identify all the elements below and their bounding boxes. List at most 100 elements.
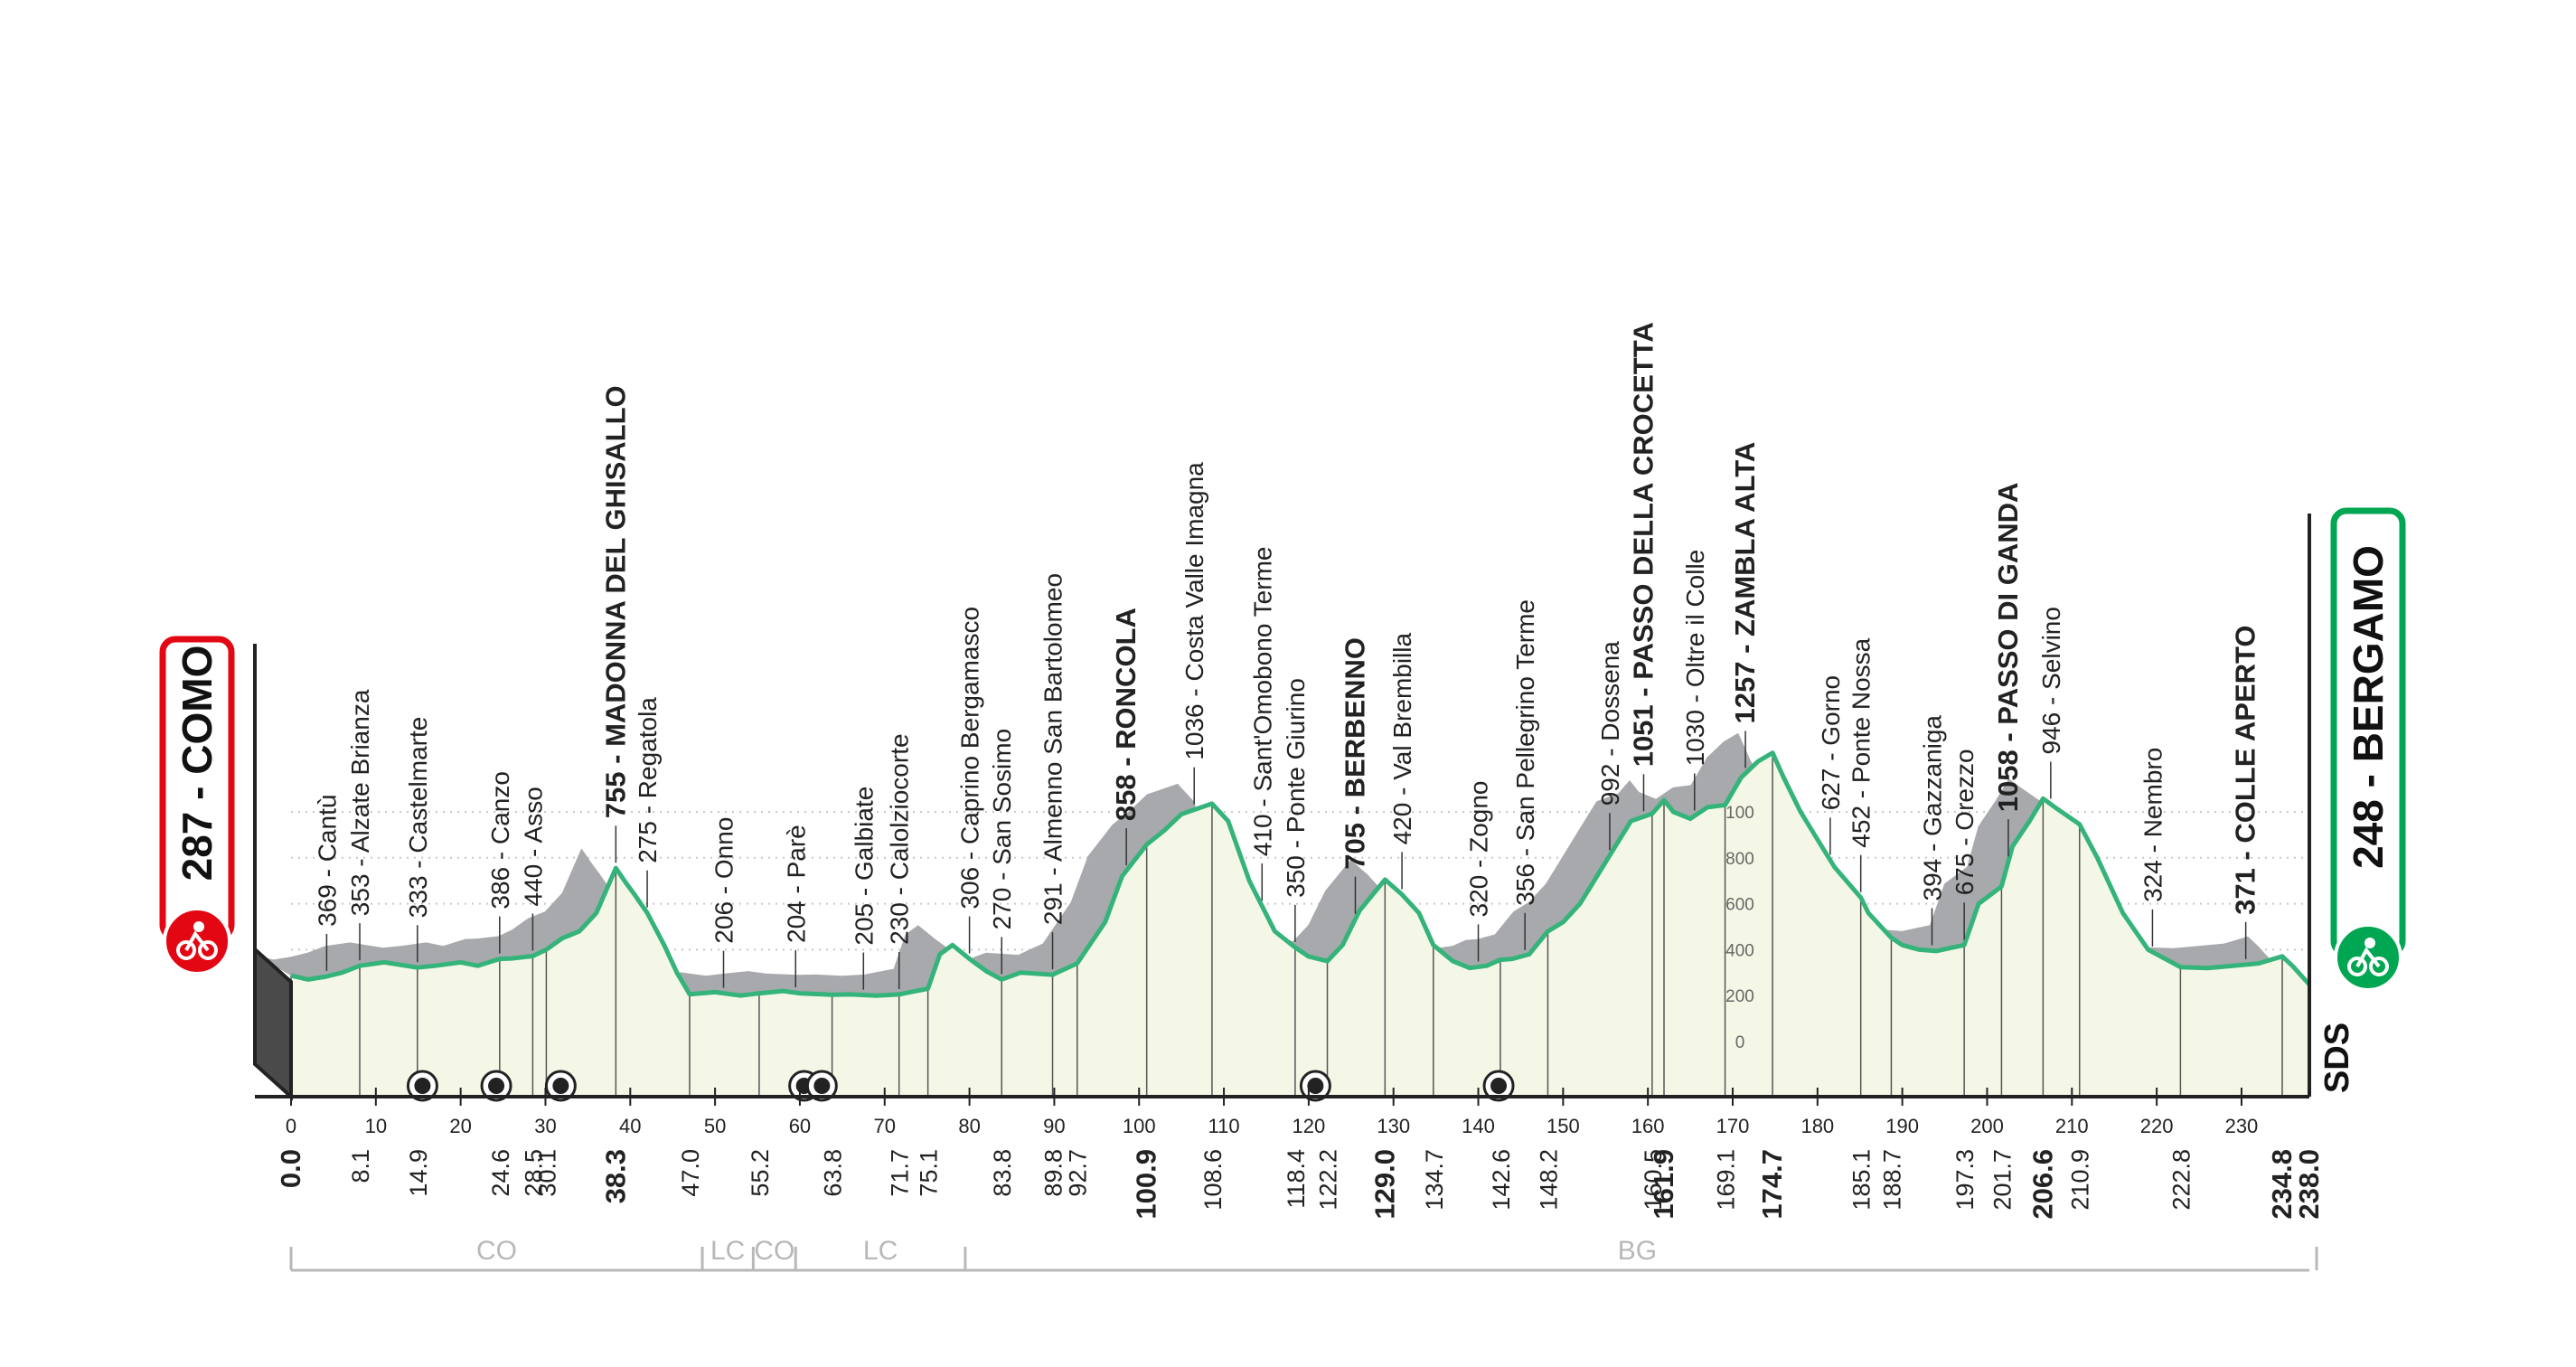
distance-marker-label: 92.7 xyxy=(1065,1149,1092,1197)
place-label: 452 - Ponte Nossa xyxy=(1847,637,1876,847)
place-label: 1036 - Costa Valle Imagna xyxy=(1180,462,1208,760)
distance-marker-label: 134.7 xyxy=(1421,1149,1448,1211)
place-label: 320 - Zogno xyxy=(1465,781,1493,918)
place-label: 992 - Dossena xyxy=(1596,641,1624,806)
finish-badge-rider-head xyxy=(2364,938,2375,948)
place-label: 1051 - PASSO DELLA CROCETTA xyxy=(1628,322,1659,767)
place-label: 206 - Onno xyxy=(710,817,738,944)
place-label: 371 - COLLE APERTO xyxy=(2230,625,2261,914)
km-tick-label: 200 xyxy=(1970,1115,2004,1137)
distance-marker-label: 108.6 xyxy=(1199,1149,1227,1211)
distance-marker-label: 8.1 xyxy=(347,1149,374,1183)
km-tick-label: 190 xyxy=(1885,1115,1919,1137)
distance-marker-label: 28.5 xyxy=(520,1149,547,1197)
place-label: 627 - Gorno xyxy=(1817,675,1845,810)
km-tick-label: 220 xyxy=(2140,1115,2174,1137)
distance-marker-label: 75.1 xyxy=(916,1149,943,1197)
place-label: 410 - Sant'Omobono Terme xyxy=(1248,547,1276,857)
place-label: 858 - RONCOLA xyxy=(1110,608,1142,821)
place-label: 204 - Parè xyxy=(782,825,810,943)
start-badge-label: 287 - COMO xyxy=(174,646,221,881)
distance-marker-label: 100.9 xyxy=(1131,1149,1162,1220)
distance-marker-label: 122.2 xyxy=(1315,1149,1342,1211)
place-label: 291 - Almenno San Bartolomeo xyxy=(1039,573,1067,925)
finish-badge-label: 248 - BERGAMO xyxy=(2345,545,2392,869)
km-tick-label: 60 xyxy=(789,1115,811,1137)
distance-marker-label: 210.9 xyxy=(2067,1149,2094,1211)
distance-marker-label: 238.0 xyxy=(2293,1149,2325,1220)
km-tick-label: 0 xyxy=(286,1115,296,1137)
distance-marker-label: 160.5 xyxy=(1640,1149,1667,1211)
place-label: 333 - Castelmarte xyxy=(404,717,432,919)
place-label: 324 - Nembro xyxy=(2139,748,2167,902)
km-tick-label: 80 xyxy=(958,1115,980,1137)
tunnel-icon-core xyxy=(552,1078,569,1094)
start-badge-wheel xyxy=(176,940,196,960)
km-tick-label: 140 xyxy=(1462,1115,1495,1137)
distance-marker-label: 201.7 xyxy=(1988,1149,2016,1211)
province-label: LC xyxy=(710,1236,745,1266)
place-label: 369 - Cantù xyxy=(313,795,341,927)
place-label: 394 - Gazzaniga xyxy=(1919,715,1947,901)
place-label: 306 - Caprino Bergamasco xyxy=(956,607,984,910)
km-tick-label: 10 xyxy=(365,1115,387,1137)
km-tick-label: 50 xyxy=(704,1115,726,1137)
distance-marker-label: 38.3 xyxy=(599,1149,631,1203)
place-label: 755 - MADONNA DEL GHISALLO xyxy=(599,385,631,818)
altitude-scale-label: 600 xyxy=(1725,896,1754,915)
finish-badge-wheel xyxy=(2347,957,2367,976)
distance-marker-label: 174.7 xyxy=(1756,1149,1788,1220)
place-label: 205 - Galbiate xyxy=(850,787,878,946)
km-tick-label: 20 xyxy=(449,1115,471,1137)
km-tick-label: 120 xyxy=(1293,1115,1326,1137)
altitude-scale-label: 400 xyxy=(1725,941,1754,960)
distance-marker-label: 118.4 xyxy=(1283,1149,1310,1209)
place-label: 353 - Alzate Brianza xyxy=(346,689,374,916)
province-label: CO xyxy=(476,1236,517,1266)
province-label: BG xyxy=(1618,1236,1657,1266)
finish-badge-cyclist-icon xyxy=(2334,923,2402,992)
km-tick-label: 170 xyxy=(1716,1115,1750,1137)
altitude-scale-label: 100 xyxy=(1725,804,1754,823)
distance-marker-label: 83.8 xyxy=(989,1149,1016,1197)
distance-marker-label: 222.8 xyxy=(2167,1149,2195,1211)
distance-marker-label: 206.6 xyxy=(2026,1149,2058,1220)
place-label: 230 - Calolziocorte xyxy=(886,733,914,944)
start-badge-rider-head xyxy=(193,921,204,932)
tunnel-icon-core xyxy=(488,1078,505,1094)
distance-marker-label: 24.6 xyxy=(487,1149,514,1197)
place-label: 1257 - ZAMBLA ALTA xyxy=(1729,442,1761,724)
distance-marker-label: 47.0 xyxy=(677,1149,704,1197)
place-label: 350 - Ponte Giurino xyxy=(1282,678,1310,898)
finish-badge-wheel xyxy=(2369,957,2389,976)
province-label: LC xyxy=(863,1236,898,1266)
place-label: 1058 - PASSO DI GANDA xyxy=(1992,483,2024,813)
distance-marker-label: 14.9 xyxy=(405,1149,432,1197)
km-tick-label: 90 xyxy=(1043,1115,1065,1137)
distance-marker-label: 148.2 xyxy=(1536,1149,1563,1211)
start-badge-cyclist-icon xyxy=(163,907,231,976)
km-tick-label: 110 xyxy=(1208,1115,1240,1137)
altitude-scale-label: 800 xyxy=(1725,850,1754,869)
place-label: 946 - Selvino xyxy=(2037,607,2065,754)
distance-marker-label: 0.0 xyxy=(275,1149,306,1188)
route-line xyxy=(290,750,2311,998)
distance-marker-label: 129.0 xyxy=(1368,1149,1400,1220)
km-tick-label: 150 xyxy=(1547,1115,1580,1137)
tunnel-icon-core xyxy=(1307,1078,1324,1094)
distance-marker-label: 142.6 xyxy=(1488,1149,1515,1211)
km-tick-label: 40 xyxy=(619,1115,641,1137)
place-label: 440 - Asso xyxy=(519,787,547,906)
km-tick-label: 230 xyxy=(2225,1115,2259,1137)
km-tick-label: 70 xyxy=(874,1115,896,1137)
distance-marker-label: 63.8 xyxy=(820,1149,847,1197)
distance-marker-label: 197.3 xyxy=(1951,1149,1979,1211)
ground-area xyxy=(291,752,2309,1097)
km-tick-label: 180 xyxy=(1800,1115,1834,1137)
tunnel-icon-core xyxy=(813,1078,831,1094)
distance-marker-label: 185.1 xyxy=(1848,1149,1876,1211)
place-label: 705 - BERBENNO xyxy=(1340,637,1371,870)
km-tick-label: 210 xyxy=(2055,1115,2089,1137)
